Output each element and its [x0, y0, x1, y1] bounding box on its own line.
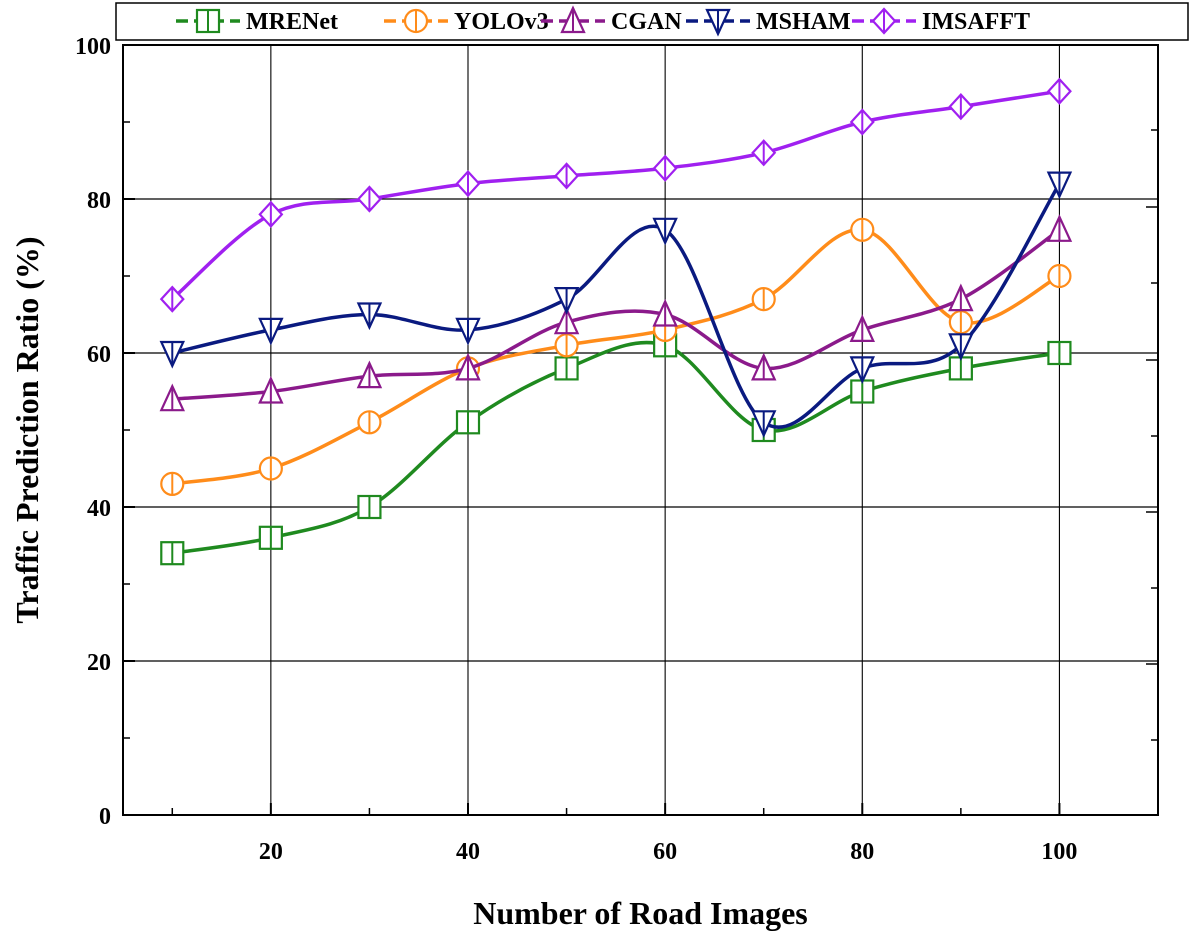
series-line-mrenet — [172, 340, 1060, 555]
data-point-msham — [553, 287, 580, 315]
data-point-cgan — [652, 298, 678, 327]
grid-lines — [123, 44, 1158, 815]
data-point-yolov3 — [258, 456, 283, 481]
series-cgan — [159, 214, 1073, 412]
data-point-cgan — [356, 360, 383, 389]
data-point-mrenet — [1047, 340, 1072, 366]
data-point-yolov3 — [850, 217, 875, 242]
data-point-imsafft — [159, 285, 185, 313]
legend-marker-imsafft — [871, 7, 897, 35]
legend-item-yolov3: YOLOv3 — [384, 8, 549, 35]
data-point-imsafft — [751, 139, 777, 167]
legend-label: CGAN — [611, 9, 682, 35]
data-point-yolov3 — [160, 471, 185, 496]
series-line-msham — [171, 182, 1061, 430]
data-point-cgan — [159, 383, 185, 412]
x-tick-label: 100 — [1041, 839, 1077, 865]
legend-item-imsafft: IMSAFFT — [852, 7, 1030, 35]
data-point-mrenet — [258, 525, 283, 550]
legend-item-cgan: CGAN — [541, 5, 682, 35]
data-point-mrenet — [850, 379, 875, 404]
data-point-yolov3 — [554, 333, 579, 358]
y-tick-label: 40 — [87, 496, 111, 522]
y-tick-label: 80 — [87, 188, 111, 214]
legend-label: YOLOv3 — [454, 9, 549, 35]
series-msham — [159, 171, 1073, 438]
data-point-msham — [258, 317, 284, 346]
y-tick-label: 20 — [87, 650, 111, 676]
data-point-msham — [455, 317, 481, 346]
series-yolov3 — [160, 217, 1072, 496]
data-point-mrenet — [357, 494, 382, 520]
data-point-yolov3 — [751, 287, 776, 312]
x-tick-label: 40 — [456, 839, 480, 865]
data-point-cgan — [948, 283, 974, 312]
data-point-mrenet — [455, 410, 481, 435]
legend: MRENet YOLOv3 CGAN MSHAM IMSAFFT — [115, 2, 1189, 41]
legend-marker-msham — [705, 8, 731, 37]
y-axis-title: Traffic Prediction Ratio (%) — [9, 236, 45, 623]
tick-labels: 20 40 60 80 100 0 20 40 60 80 100 — [75, 34, 1077, 865]
data-point-mrenet — [554, 356, 579, 381]
data-point-cgan — [1046, 214, 1073, 242]
legend-marker-cgan — [560, 5, 586, 34]
data-point-msham — [751, 410, 777, 438]
data-point-imsafft — [1046, 77, 1072, 105]
legend-item-mrenet: MRENet — [176, 8, 338, 35]
data-point-imsafft — [356, 185, 382, 213]
data-point-cgan — [849, 314, 875, 342]
y-tick-label: 100 — [75, 34, 111, 60]
x-axis-title: Number of Road Images — [473, 895, 808, 931]
data-point-msham — [652, 217, 678, 246]
legend-label: IMSAFFT — [922, 9, 1030, 35]
y-tick-label: 0 — [99, 804, 111, 830]
data-point-mrenet — [160, 541, 185, 566]
data-point-imsafft — [849, 108, 875, 136]
x-tick-label: 80 — [850, 839, 874, 865]
data-point-yolov3 — [948, 310, 973, 335]
data-point-cgan — [751, 352, 777, 381]
series-imsafft — [159, 77, 1072, 313]
legend-item-msham: MSHAM — [686, 8, 851, 37]
series-layer — [159, 77, 1073, 566]
plot-frame — [122, 44, 1159, 816]
series-line-yolov3 — [172, 228, 1061, 486]
series-line-imsafft — [171, 89, 1060, 301]
data-point-msham — [159, 340, 185, 369]
x-tick-label: 20 — [259, 839, 283, 865]
legend-label: MSHAM — [756, 9, 851, 35]
axis-ticks — [123, 44, 1158, 816]
data-point-imsafft — [258, 200, 284, 229]
series-line-cgan — [172, 228, 1061, 401]
data-point-yolov3 — [357, 410, 382, 435]
legend-marker-yolov3 — [403, 8, 429, 34]
data-point-msham — [849, 356, 875, 385]
x-tick-label: 60 — [653, 839, 677, 865]
data-point-imsafft — [455, 169, 481, 198]
data-point-msham — [948, 333, 974, 361]
data-point-msham — [1046, 171, 1073, 200]
data-point-imsafft — [554, 162, 580, 190]
data-point-msham — [356, 302, 383, 331]
data-point-imsafft — [652, 154, 678, 182]
data-point-cgan — [258, 375, 284, 404]
legend-marker-mrenet — [195, 8, 221, 34]
y-tick-label: 60 — [87, 342, 111, 368]
data-point-imsafft — [948, 92, 974, 121]
legend-box — [115, 2, 1189, 41]
data-point-cgan — [455, 352, 481, 381]
legend-label: MRENet — [246, 9, 338, 35]
data-point-yolov3 — [1047, 263, 1072, 289]
series-mrenet — [160, 333, 1072, 566]
